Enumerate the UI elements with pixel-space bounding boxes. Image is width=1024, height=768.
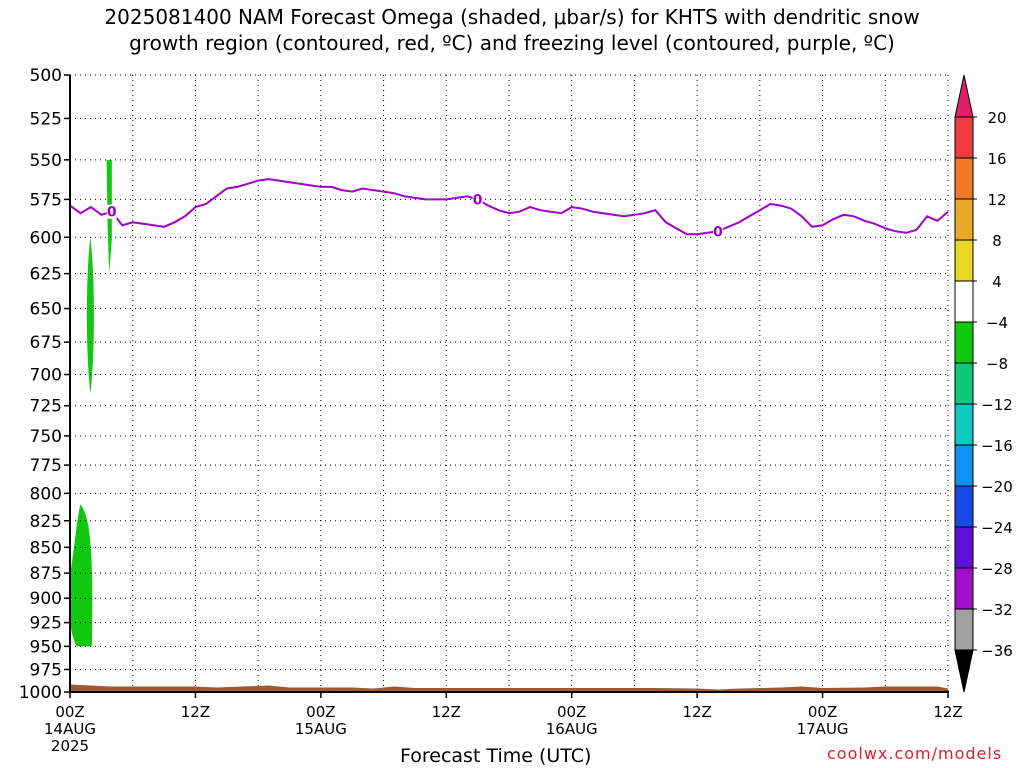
chart-title-line2: growth region (contoured, red, ºC) and f…: [129, 31, 895, 55]
y-tick-label: 525: [30, 109, 62, 129]
x-tick-label: 12Z: [682, 703, 711, 721]
y-tick-label: 775: [30, 456, 62, 476]
freezing-level-line: [69, 178, 949, 236]
plot-frame: [69, 75, 949, 693]
colorbar: 20 16 12 8 4 −4 −8 −12 −16 −20 −24 −28 −32 −36: [954, 74, 1013, 693]
colorbar-segment: [954, 116, 974, 159]
contour-label: 0: [713, 224, 723, 240]
contour-label: 0: [107, 205, 117, 221]
y-tick-label: 725: [30, 397, 62, 417]
colorbar-arrow-top: [954, 74, 974, 118]
contour-label: 0: [473, 192, 483, 208]
x-tick-label: 00Z: [557, 703, 586, 721]
y-tick-label: 875: [30, 564, 62, 584]
colorbar-segment: [954, 157, 974, 200]
omega-region: [86, 237, 94, 394]
chart-title-line1: 2025081400 NAM Forecast Omega (shaded, μ…: [104, 5, 920, 29]
y-tick-label: 825: [30, 512, 62, 532]
y-tick-label: 675: [30, 333, 62, 353]
colorbar-segment: [954, 567, 974, 610]
y-tick-label: 550: [30, 151, 62, 171]
y-tick-label: 800: [30, 484, 62, 504]
x-tick-label: 00Z: [55, 703, 84, 721]
y-tick-label: 750: [30, 427, 62, 447]
colorbar-label: −4: [986, 314, 1008, 332]
y-tick-label: 925: [30, 614, 62, 634]
y-tick-label: 600: [30, 228, 62, 248]
y-tick-label: 850: [30, 538, 62, 558]
colorbar-segment: [954, 485, 974, 528]
colorbar-segment: [954, 280, 974, 323]
colorbar-label: −16: [981, 437, 1013, 455]
gridlines: [70, 74, 949, 692]
contour-label-bg: [472, 192, 483, 207]
omega-region: [70, 504, 93, 647]
colorbar-segment: [954, 403, 974, 446]
colorbar-segment: [954, 198, 974, 241]
colorbar-label: −12: [981, 396, 1013, 414]
freezing-level: 0 0 0: [69, 178, 949, 240]
y-tick-label: 700: [30, 366, 62, 386]
x-tick-label: 15AUG: [295, 720, 347, 738]
colorbar-label: −8: [986, 355, 1008, 373]
colorbar-label: −32: [981, 601, 1013, 619]
y-tick-label: 650: [30, 300, 62, 320]
colorbar-segment: [954, 362, 974, 405]
colorbar-label: 12: [987, 191, 1006, 209]
colorbar-segment: [954, 239, 974, 282]
y-tick-label: 575: [30, 190, 62, 210]
colorbar-segment: [954, 321, 974, 364]
x-tick-label: 00Z: [808, 703, 837, 721]
colorbar-arrow-bottom: [954, 649, 974, 693]
y-tick-label: 900: [30, 589, 62, 609]
y-tick-label: 975: [30, 660, 62, 680]
x-tick-label: 2025: [51, 737, 89, 755]
y-tick-label: 625: [30, 265, 62, 285]
contour-label-bg: [106, 204, 117, 219]
x-tick-label: 12Z: [432, 703, 461, 721]
y-tick-label: 1000: [19, 683, 62, 703]
colorbar-label: 8: [992, 232, 1002, 250]
x-tick-label: 14AUG: [44, 720, 96, 738]
colorbar-segment: [954, 444, 974, 487]
x-axis-title: Forecast Time (UTC): [400, 745, 592, 767]
colorbar-label: −24: [981, 519, 1013, 537]
terrain: [70, 684, 948, 692]
y-axis: 500 525 550 575 600 625 650 675 700 725 750 775 800 8…: [19, 66, 70, 703]
contour-label-bg: [713, 224, 724, 239]
x-tick-label: 17AUG: [797, 720, 849, 738]
x-tick-label: 12Z: [181, 703, 210, 721]
colorbar-label: 16: [987, 150, 1006, 168]
x-tick-label: 00Z: [306, 703, 335, 721]
y-tick-label: 950: [30, 637, 62, 657]
colorbar-segment: [954, 526, 974, 569]
y-tick-label: 500: [30, 66, 62, 86]
colorbar-label: 4: [992, 273, 1002, 291]
credit-text: coolwx.com/models: [827, 744, 1003, 763]
colorbar-label: −28: [981, 560, 1013, 578]
colorbar-label: 20: [987, 109, 1006, 127]
chart-title: 2025081400 NAM Forecast Omega (shaded, μ…: [0, 4, 1024, 56]
terrain-fill: [70, 684, 948, 692]
x-tick-label: 12Z: [933, 703, 962, 721]
colorbar-label: −20: [981, 478, 1013, 496]
colorbar-label: −36: [981, 642, 1013, 660]
colorbar-segment: [954, 608, 974, 651]
x-tick-label: 16AUG: [546, 720, 598, 738]
